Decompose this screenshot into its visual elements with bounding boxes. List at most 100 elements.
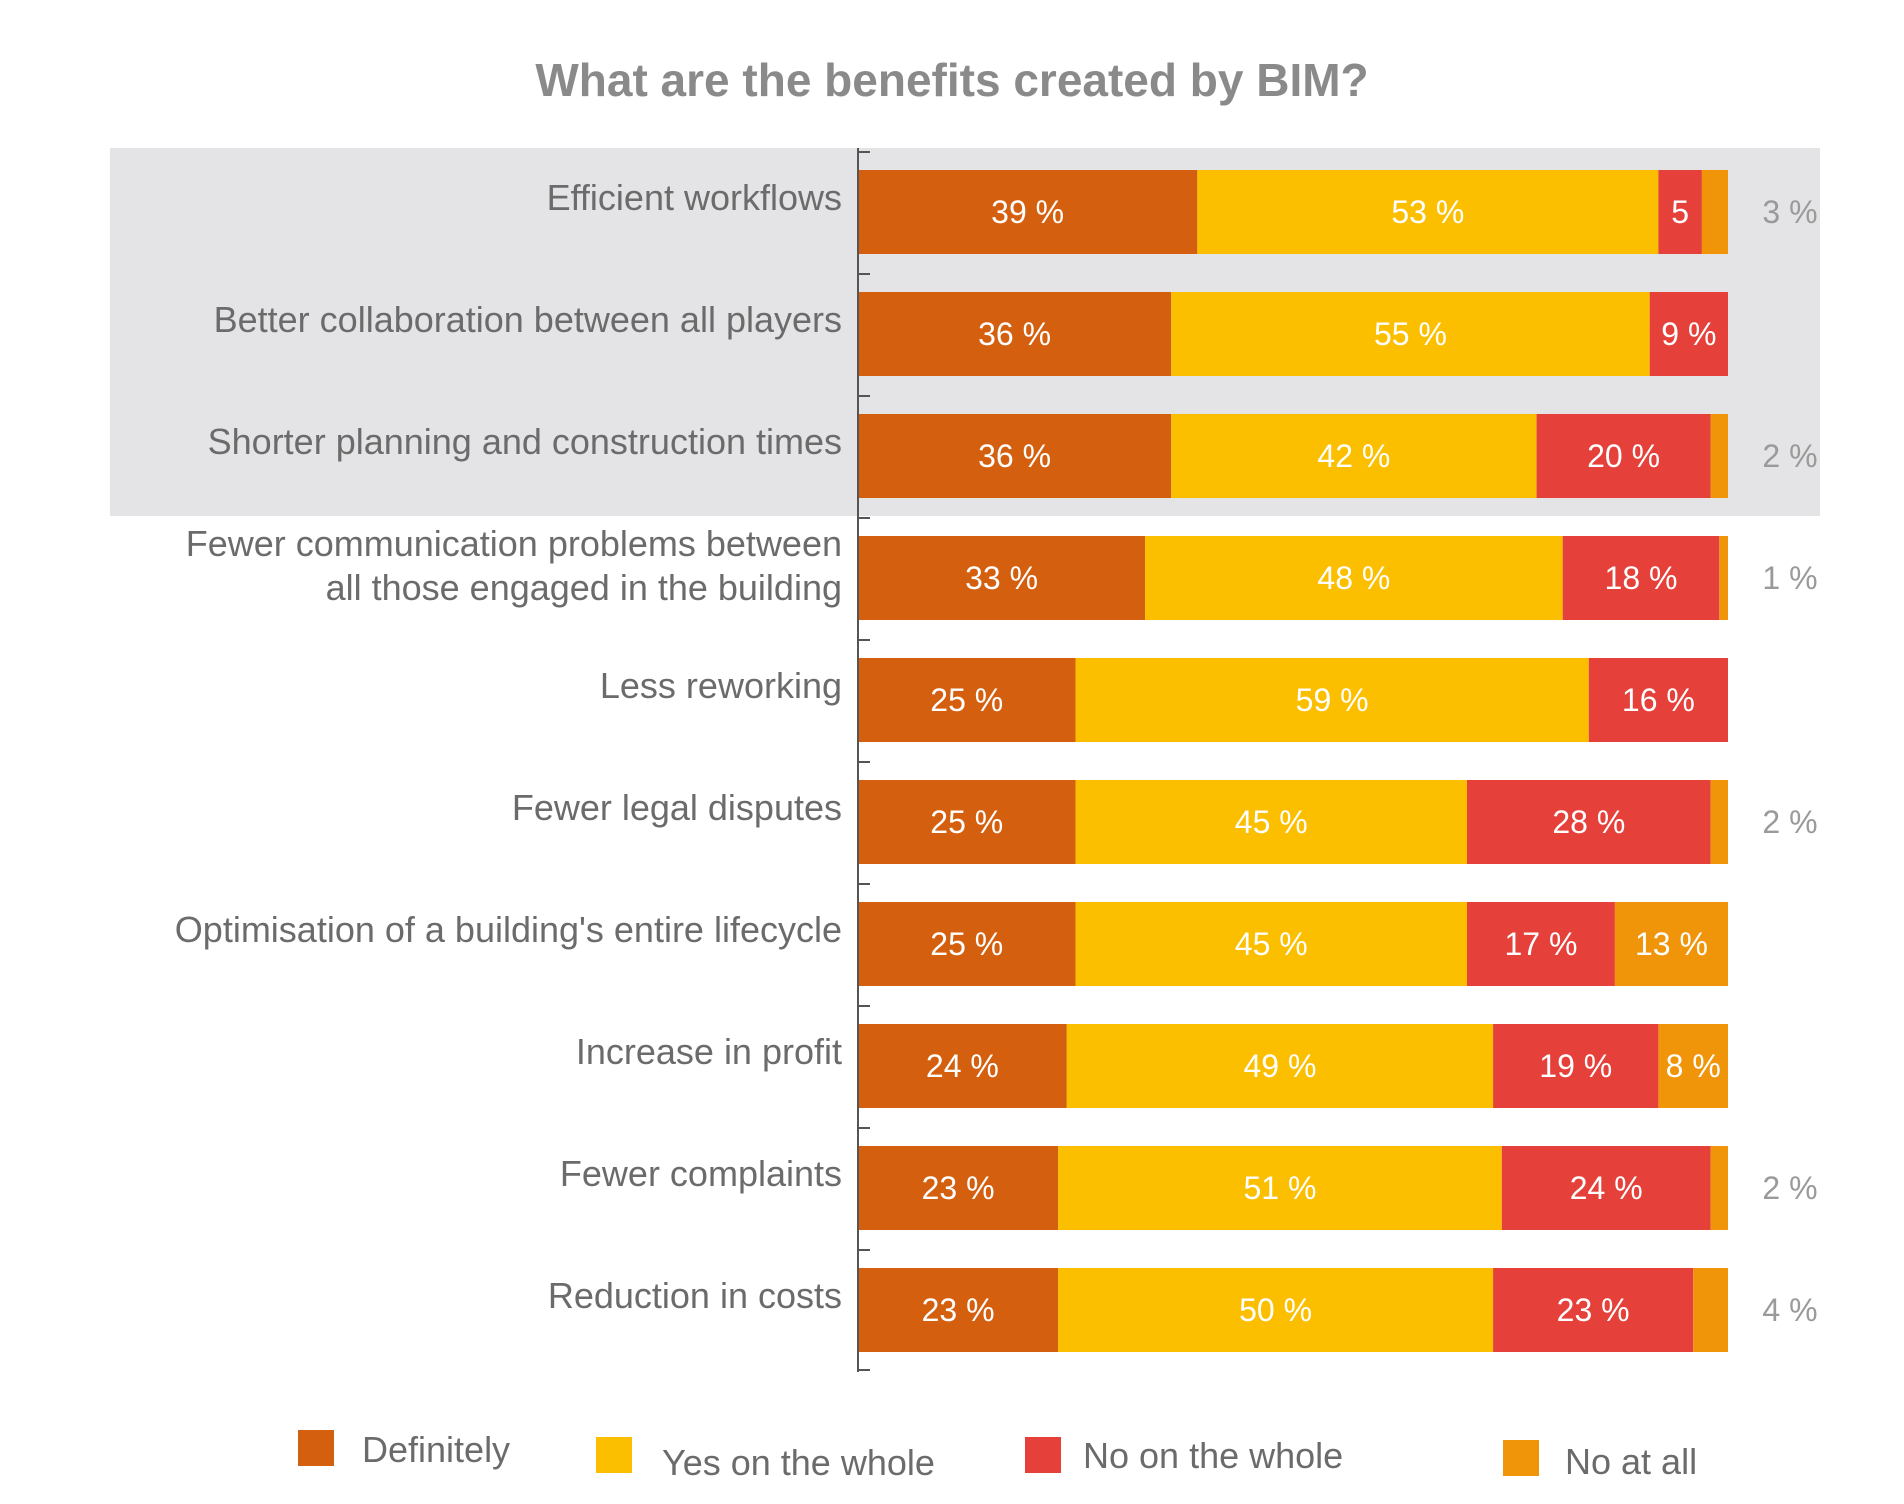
- bar-segment-definitely: [858, 170, 1198, 254]
- bar-segment-no-on-the-whole: [1493, 1024, 1659, 1108]
- data-label: 49 %: [1243, 1048, 1316, 1084]
- data-label: 50 %: [1239, 1292, 1312, 1328]
- bar-segment-definitely: [858, 1024, 1067, 1108]
- data-label: 17 %: [1504, 926, 1577, 962]
- category-label: Fewer legal disputes: [512, 787, 842, 828]
- category-label: Efficient workflows: [547, 177, 842, 218]
- bar-segment-definitely: [858, 414, 1172, 498]
- bar-segment-no-at-all: [1719, 536, 1728, 620]
- bar-segment-definitely: [858, 1268, 1059, 1352]
- data-label: 24 %: [926, 1048, 999, 1084]
- bar-segment-no-on-the-whole: [1588, 658, 1728, 742]
- bar-segment-no-at-all: [1693, 1268, 1728, 1352]
- category-label: Shorter planning and construction times: [208, 421, 842, 462]
- bar-segment-definitely: [858, 658, 1076, 742]
- data-label: 20 %: [1587, 438, 1660, 474]
- category-label: Optimisation of a building's entire life…: [175, 909, 842, 950]
- data-label: 36 %: [978, 316, 1051, 352]
- bar-segment-no-on-the-whole: [1649, 292, 1728, 376]
- bar-segment-yes-on-the-whole: [1058, 1268, 1494, 1352]
- category-label-line: Fewer communication problems between: [186, 523, 842, 564]
- data-label-outside: 2 %: [1762, 1170, 1817, 1206]
- data-label: 48 %: [1317, 560, 1390, 596]
- bar-row: Fewer communication problems between all …: [186, 523, 1818, 620]
- bar-segment-yes-on-the-whole: [1075, 780, 1467, 864]
- bar-segment-yes-on-the-whole: [1197, 170, 1659, 254]
- data-label: 25 %: [930, 926, 1003, 962]
- bar-segment-no-at-all: [1710, 414, 1728, 498]
- legend: Definitely Yes on the whole No on the whol…: [298, 1429, 1697, 1483]
- bar-segment-no-on-the-whole: [1467, 780, 1711, 864]
- category-label: Less reworking: [600, 665, 842, 706]
- data-label: 13 %: [1635, 926, 1708, 962]
- data-label: 51 %: [1243, 1170, 1316, 1206]
- data-label: 5: [1671, 194, 1689, 230]
- data-label: 18 %: [1605, 560, 1678, 596]
- bar-segment-no-at-all: [1701, 170, 1728, 254]
- category-label: Fewer complaints: [560, 1153, 842, 1194]
- bar-segment-no-on-the-whole: [1562, 536, 1720, 620]
- data-label: 23 %: [1557, 1292, 1630, 1328]
- data-label: 45 %: [1235, 804, 1308, 840]
- category-label-line: all those engaged in the building: [326, 567, 842, 608]
- bar-row: Optimisation of a building's entire life…: [175, 902, 1728, 986]
- bar-segment-definitely: [858, 780, 1076, 864]
- data-label-outside: 4 %: [1762, 1292, 1817, 1328]
- bar-segment-no-at-all: [1710, 1146, 1728, 1230]
- bar-segment-no-on-the-whole: [1467, 902, 1615, 986]
- bar-row: Shorter planning and construction times 3…: [208, 414, 1818, 498]
- data-label: 25 %: [930, 682, 1003, 718]
- legend-item-no-on-the-whole: No on the whole: [1025, 1435, 1343, 1476]
- data-label: 16 %: [1622, 682, 1695, 718]
- bar-row: Fewer legal disputes 25 % 45 % 28 % 2 %: [512, 780, 1818, 864]
- legend-item-yes-on-the-whole: Yes on the whole: [596, 1437, 935, 1483]
- bar-row: Less reworking 25 % 59 % 16 %: [600, 658, 1728, 742]
- bar-segment-no-on-the-whole: [1536, 414, 1711, 498]
- bar-row: Fewer complaints 23 % 51 % 24 % 2 %: [560, 1146, 1818, 1230]
- data-label: 36 %: [978, 438, 1051, 474]
- legend-label: Yes on the whole: [662, 1442, 935, 1483]
- legend-swatch: [1503, 1440, 1539, 1476]
- chart-rows: Efficient workflows 39 % 53 % 5 3 %Better co…: [175, 170, 1818, 1352]
- bar-segment-no-at-all: [1614, 902, 1728, 986]
- bar-segment-no-on-the-whole: [1658, 170, 1702, 254]
- bar-row: Efficient workflows 39 % 53 % 5 3 %: [547, 170, 1818, 254]
- data-label: 9 %: [1661, 316, 1716, 352]
- data-label: 8 %: [1666, 1048, 1721, 1084]
- bar-segment-yes-on-the-whole: [1066, 1024, 1494, 1108]
- data-label: 28 %: [1552, 804, 1625, 840]
- legend-label: No on the whole: [1083, 1435, 1343, 1476]
- bar-segment-no-at-all: [1658, 1024, 1728, 1108]
- bar-segment-definitely: [858, 1146, 1059, 1230]
- bar-row: Better collaboration between all players…: [214, 292, 1728, 376]
- bar-row: Reduction in costs 23 % 50 % 23 % 4 %: [548, 1268, 1818, 1352]
- data-label: 24 %: [1570, 1170, 1643, 1206]
- data-label: 25 %: [930, 804, 1003, 840]
- legend-item-no-at-all: No at all: [1503, 1440, 1697, 1482]
- bar-segment-yes-on-the-whole: [1058, 1146, 1502, 1230]
- category-label: Fewer communication problems between all …: [186, 523, 842, 608]
- bar-segment-definitely: [858, 292, 1172, 376]
- category-label: Better collaboration between all players: [214, 299, 842, 340]
- data-label: 42 %: [1317, 438, 1390, 474]
- bar-segment-no-on-the-whole: [1493, 1268, 1694, 1352]
- legend-swatch: [596, 1437, 632, 1473]
- data-label: 53 %: [1391, 194, 1464, 230]
- data-label-outside: 2 %: [1762, 438, 1817, 474]
- bar-segment-yes-on-the-whole: [1075, 902, 1467, 986]
- category-label: Increase in profit: [576, 1031, 842, 1072]
- data-label: 39 %: [991, 194, 1064, 230]
- data-label-outside: 2 %: [1762, 804, 1817, 840]
- legend-label: No at all: [1565, 1441, 1697, 1482]
- data-label: 45 %: [1235, 926, 1308, 962]
- data-label: 19 %: [1539, 1048, 1612, 1084]
- chart-title: What are the benefits created by BIM?: [535, 54, 1368, 106]
- data-label-outside: 3 %: [1762, 194, 1817, 230]
- data-label: 33 %: [965, 560, 1038, 596]
- data-label: 23 %: [922, 1170, 995, 1206]
- bar-segment-yes-on-the-whole: [1171, 414, 1537, 498]
- data-label-outside: 1 %: [1762, 560, 1817, 596]
- data-label: 23 %: [922, 1292, 995, 1328]
- bar-segment-no-at-all: [1710, 780, 1728, 864]
- data-label: 55 %: [1374, 316, 1447, 352]
